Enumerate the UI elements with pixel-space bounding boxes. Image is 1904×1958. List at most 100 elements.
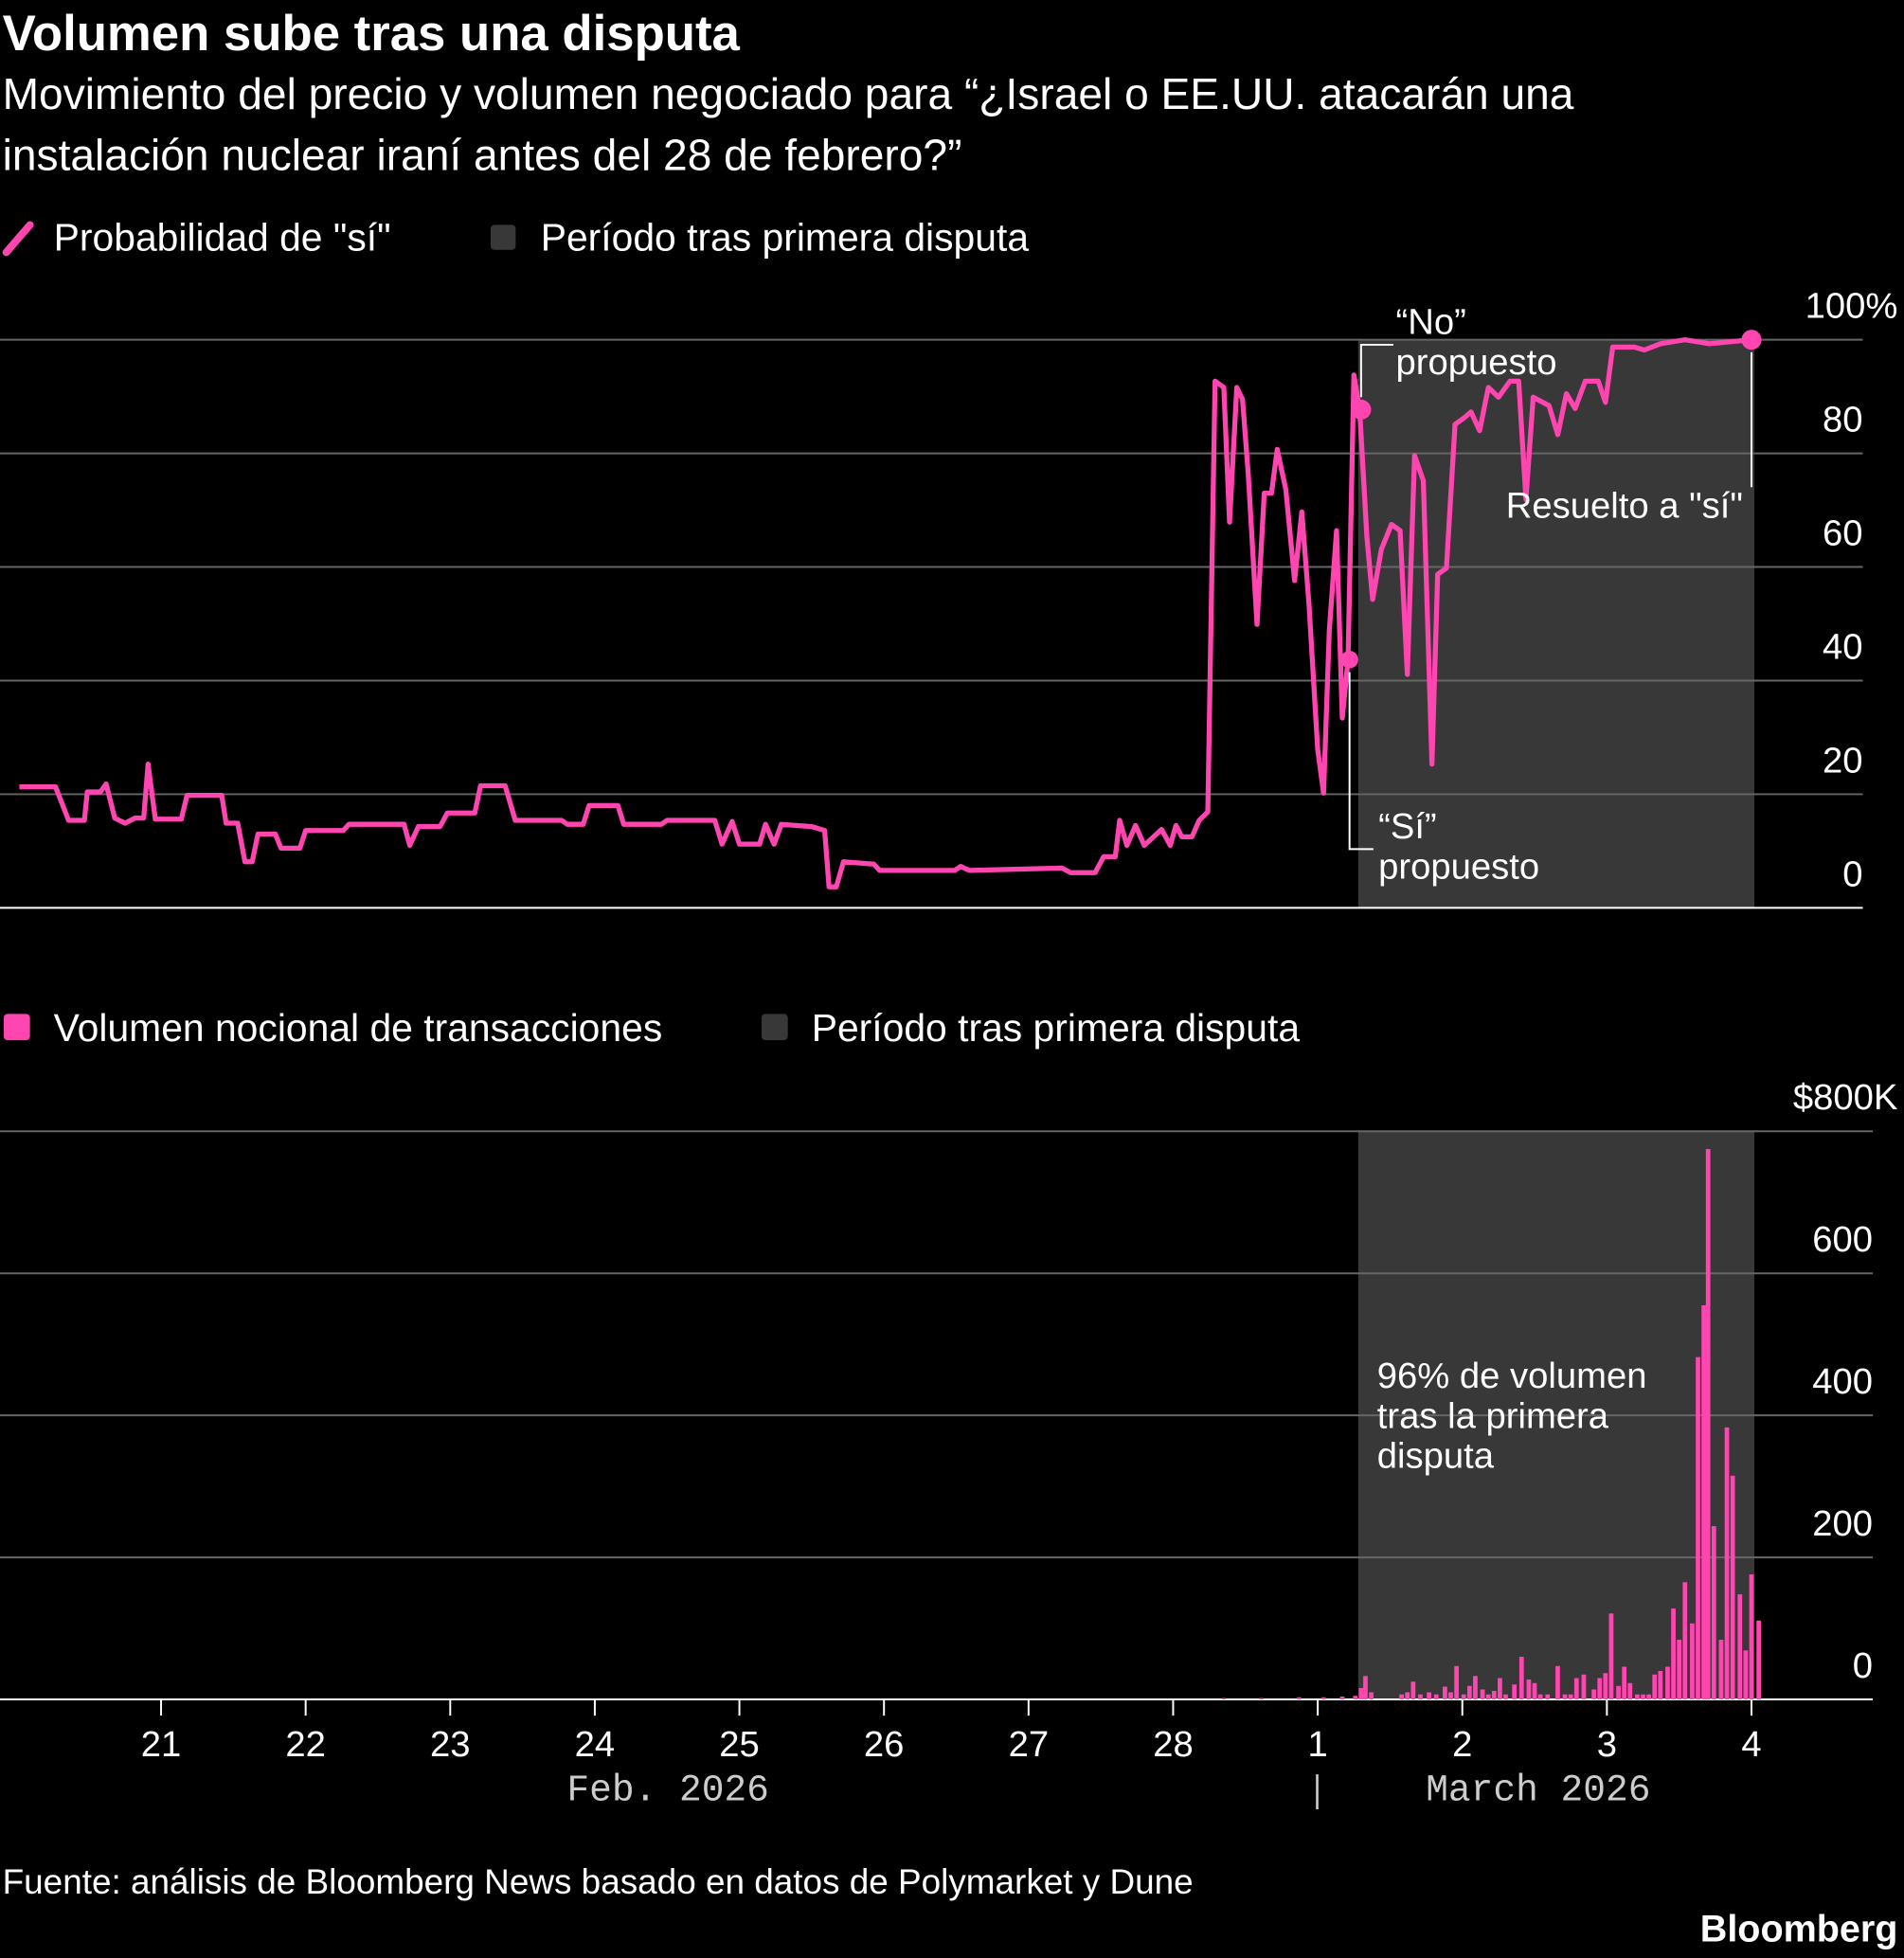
event-dot xyxy=(1741,330,1762,350)
subtitle: Movimiento del precio y volumen negociad… xyxy=(3,69,1574,118)
volume-bar xyxy=(1545,1694,1551,1700)
y-tick-label: 400 xyxy=(1812,1361,1873,1402)
volume-bar xyxy=(1532,1682,1537,1700)
volume-bar xyxy=(1537,1694,1543,1700)
price-line xyxy=(19,337,1752,889)
volume-bar xyxy=(1724,1427,1730,1700)
y-tick-label: 80 xyxy=(1823,400,1863,440)
annotation: disputa xyxy=(1377,1435,1495,1476)
x-tick-label: 21 xyxy=(141,1724,182,1765)
annotation: tras la primera xyxy=(1377,1395,1609,1436)
annotation: 96% de volumen xyxy=(1377,1356,1647,1396)
annotation: “No” xyxy=(1396,302,1466,343)
subtitle: instalación nuclear iraní antes del 28 d… xyxy=(3,131,962,180)
volume-bar xyxy=(1461,1694,1466,1700)
volume-bar xyxy=(1503,1694,1508,1700)
volume-bar xyxy=(1616,1685,1621,1700)
volume-bar xyxy=(1696,1356,1700,1700)
x-tick-label: 2 xyxy=(1452,1724,1472,1765)
volume-bar xyxy=(1320,1697,1326,1700)
volume-bar xyxy=(1399,1694,1404,1700)
x-tick-label: 1 xyxy=(1307,1724,1327,1765)
volume-bar xyxy=(1690,1623,1695,1700)
volume-bar xyxy=(1568,1694,1573,1700)
volume-bar xyxy=(1737,1594,1743,1700)
volume-bar xyxy=(1608,1613,1614,1700)
x-tick-label: 4 xyxy=(1741,1724,1761,1765)
y-tick-label: 60 xyxy=(1823,512,1863,553)
event-dot xyxy=(1340,651,1358,669)
event-dot xyxy=(1351,399,1372,420)
y-tick-label: 600 xyxy=(1812,1219,1873,1260)
volume-bar xyxy=(1749,1574,1754,1700)
x-tick-label: 27 xyxy=(1009,1724,1050,1765)
volume-bar xyxy=(1597,1678,1603,1700)
y-tick-label: $800K xyxy=(1793,1077,1898,1118)
volume-bar xyxy=(1448,1692,1453,1700)
volume-bar xyxy=(1658,1671,1663,1700)
source: Fuente: análisis de Bloomberg News basad… xyxy=(3,1862,1194,1901)
volume-bar xyxy=(1466,1685,1472,1700)
volume-bar xyxy=(1443,1686,1447,1700)
volume-bar xyxy=(1473,1676,1478,1700)
volume-bar xyxy=(1652,1674,1658,1700)
volume-bar xyxy=(1641,1694,1645,1700)
annotation: propuesto xyxy=(1378,846,1539,887)
x-tick-label: 3 xyxy=(1597,1724,1617,1765)
volume-bar xyxy=(1718,1640,1724,1700)
volume-bar xyxy=(1259,1698,1264,1700)
volume-bar xyxy=(1296,1697,1302,1700)
volume-bar xyxy=(1221,1698,1227,1700)
month-label: March 2026 xyxy=(1426,1769,1650,1812)
brand: Bloomberg xyxy=(1700,1909,1898,1950)
leader-line xyxy=(1348,672,1374,851)
volume-bar xyxy=(1555,1665,1560,1700)
volume-bar xyxy=(1491,1691,1497,1700)
annotation: “Sí” xyxy=(1378,806,1437,847)
volume-bar xyxy=(1358,1688,1364,1700)
x-tick-label: 23 xyxy=(430,1724,471,1765)
annotation: Resuelto a "sí" xyxy=(1506,485,1743,526)
volume-bar xyxy=(1711,1526,1716,1700)
volume-bar xyxy=(1498,1678,1502,1700)
y-tick-label: 100% xyxy=(1805,286,1898,327)
volume-bar xyxy=(1635,1694,1640,1700)
title: Volumen sube tras una disputa xyxy=(3,6,741,62)
volume-bar xyxy=(1756,1620,1761,1700)
volume-bar xyxy=(1665,1666,1670,1700)
volume-bar xyxy=(1433,1694,1439,1700)
volume-bar xyxy=(1518,1657,1524,1700)
volume-bar xyxy=(1526,1680,1532,1700)
volume-bar xyxy=(1512,1684,1518,1700)
volume-bar xyxy=(1485,1694,1491,1700)
volume-bar xyxy=(1454,1665,1459,1700)
volume-bar xyxy=(1363,1676,1368,1700)
volume-bar xyxy=(1627,1682,1633,1700)
volume-bar xyxy=(1480,1689,1485,1700)
volume-bar xyxy=(1743,1650,1749,1700)
x-tick-label: 25 xyxy=(719,1724,760,1765)
x-tick-label: 28 xyxy=(1153,1724,1194,1765)
leader-line xyxy=(1359,343,1393,398)
volume-bar xyxy=(1562,1694,1568,1700)
volume-bar xyxy=(1353,1696,1358,1700)
volume-bar xyxy=(1427,1692,1431,1700)
x-tick-label: 22 xyxy=(285,1724,326,1765)
volume-bar xyxy=(1646,1694,1651,1700)
volume-bar xyxy=(1603,1673,1608,1700)
legend-swatch xyxy=(762,1014,788,1041)
legend-swatch xyxy=(3,1014,30,1041)
volume-bar xyxy=(1410,1681,1416,1700)
volume-bar xyxy=(1581,1674,1587,1700)
legend-label: Probabilidad de "sí" xyxy=(54,216,391,260)
volume-bar xyxy=(1591,1689,1596,1700)
y-tick-label: 0 xyxy=(1842,853,1862,894)
volume-bar xyxy=(1405,1692,1410,1700)
x-tick-label: 26 xyxy=(864,1724,905,1765)
legend-swatch xyxy=(2,221,34,257)
legend-label: Período tras primera disputa xyxy=(541,216,1030,260)
y-tick-label: 40 xyxy=(1823,626,1863,667)
volume-bar xyxy=(1677,1640,1682,1700)
volume-bar xyxy=(1671,1608,1676,1700)
